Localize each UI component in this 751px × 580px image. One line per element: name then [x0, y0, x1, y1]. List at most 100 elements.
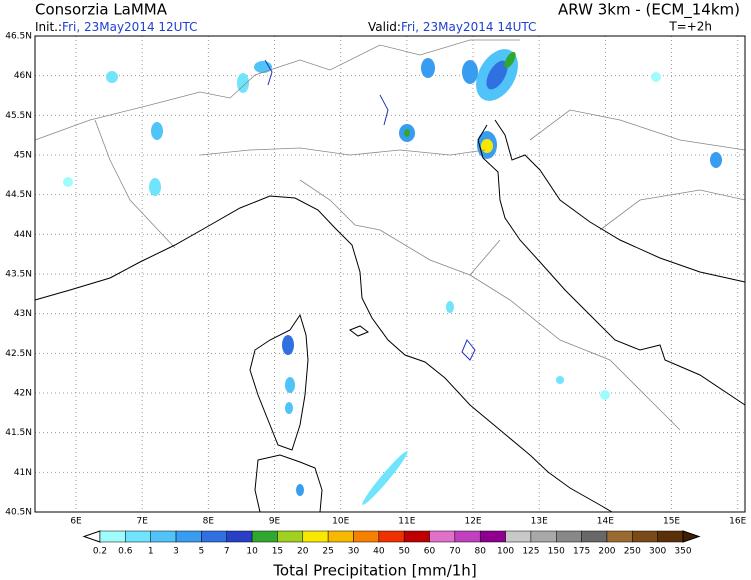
region-border — [469, 274, 681, 431]
precip-area — [600, 390, 610, 400]
colorbar-segment — [632, 530, 658, 543]
corsica — [249, 313, 309, 451]
colorbar-segment — [327, 530, 354, 543]
lat-tick-label: 43N — [14, 309, 32, 319]
lake — [379, 94, 389, 126]
france-border — [94, 119, 176, 249]
lake — [461, 339, 476, 361]
lon-tick-label: 13E — [531, 517, 548, 527]
left-title: Consorzia LaMMA — [35, 1, 168, 19]
lon-tick-label: 9E — [269, 517, 281, 527]
colorbar-label: 125 — [522, 547, 539, 557]
colorbar-segment — [556, 530, 582, 543]
colorbar-segment — [505, 530, 532, 543]
precip-area — [486, 60, 508, 90]
lon-tick-label: 11E — [398, 517, 415, 527]
colorbar-title: Total Precipitation [mm/1h] — [272, 562, 476, 580]
colorbar-label: 100 — [497, 547, 514, 557]
lat-tick-label: 41N — [14, 468, 32, 478]
lat-tick-label: 42.5N — [5, 349, 32, 359]
lat-tick-label: 44.5N — [5, 190, 32, 200]
region-border — [199, 147, 486, 156]
region-border — [299, 179, 501, 276]
init-time: Fri, 23May2014 12UTC — [62, 20, 197, 34]
colorbar-label: 70 — [449, 547, 461, 557]
colorbar-label: 150 — [548, 547, 565, 557]
precip-area — [106, 71, 118, 83]
colorbar-segment — [201, 530, 227, 543]
colorbar-label: 80 — [474, 547, 486, 557]
croatia-border — [529, 109, 746, 151]
precip-area — [296, 484, 304, 496]
colorbar-segment — [125, 530, 151, 543]
colorbar-label: 25 — [322, 547, 333, 557]
colorbar-segment — [403, 530, 430, 543]
lat-tick-label: 42N — [14, 389, 32, 399]
colorbar-segment — [378, 530, 405, 543]
colorbar-label: 5 — [199, 547, 205, 557]
colorbar-label: 30 — [348, 547, 360, 557]
sardinia — [254, 454, 323, 513]
precip-area — [504, 51, 516, 69]
colorbar-segment — [454, 530, 481, 543]
map-frame — [34, 35, 746, 513]
lat-tick-label: 46N — [14, 71, 32, 81]
colorbar-label: 0.2 — [93, 547, 107, 557]
precip-area — [462, 60, 478, 84]
init-label-text: Init.: — [35, 20, 62, 34]
colorbar-label: 1 — [148, 547, 154, 557]
lon-tick-label: 7E — [136, 517, 148, 527]
lat-tick-label: 44N — [14, 230, 32, 240]
colorbar-label: 175 — [573, 547, 590, 557]
colorbar-segment — [657, 530, 684, 543]
lat-tick-label: 45N — [14, 151, 32, 161]
colorbar-segment — [479, 530, 506, 543]
colorbar-label: 60 — [424, 547, 436, 557]
tyrrhenian-coast — [34, 195, 613, 513]
precip-area — [151, 122, 163, 140]
colorbar-label: 250 — [624, 547, 641, 557]
colorbar-segment — [277, 530, 304, 543]
lon-tick-label: 14E — [597, 517, 614, 527]
lon-tick-label: 6E — [70, 517, 82, 527]
colorbar-label: 350 — [674, 547, 691, 557]
colorbar-label: 15 — [272, 547, 283, 557]
colorbar-segment — [251, 530, 278, 543]
precip-area — [421, 58, 435, 78]
lat-tick-label: 41.5N — [5, 428, 32, 438]
coastlines — [34, 59, 746, 513]
colorbar-segment — [226, 530, 253, 543]
right-title: ARW 3km - (ECM_14km) — [558, 1, 740, 20]
grid — [35, 35, 745, 513]
bosnia-border — [599, 189, 746, 231]
colorbar-segment — [429, 530, 456, 543]
colorbar-label: 200 — [598, 547, 615, 557]
precip-area — [285, 377, 295, 393]
colorbar-segment — [150, 530, 177, 543]
lat-tick-label: 43.5N — [5, 270, 32, 280]
borders — [34, 39, 746, 431]
valid-label-text: Valid: — [368, 20, 401, 34]
init-label: Init.:Fri, 23May2014 12UTC — [35, 20, 197, 34]
lat-tick-label: 45.5N — [5, 111, 32, 121]
colorbar-low-end — [82, 530, 101, 543]
balkan-coast — [494, 119, 746, 283]
colorbar-label: 20 — [297, 547, 309, 557]
lat-tick-label: 40.5N — [5, 508, 32, 518]
colorbar-segment — [606, 530, 633, 543]
valid-label: Valid:Fri, 23May2014 14UTC — [368, 20, 536, 34]
lon-tick-label: 10E — [332, 517, 349, 527]
colorbar-label: 10 — [246, 547, 258, 557]
lake — [264, 59, 273, 86]
colorbar-label: 50 — [398, 547, 410, 557]
precip-area — [446, 301, 454, 313]
precip-area — [63, 177, 73, 187]
precip-area — [710, 152, 722, 168]
precip-area — [237, 73, 249, 93]
colorbar-segment — [302, 530, 329, 543]
precip-area — [651, 72, 661, 82]
colorbar-label: 3 — [173, 547, 179, 557]
colorbar-segment — [99, 530, 126, 543]
colorbar-segment — [353, 530, 380, 543]
